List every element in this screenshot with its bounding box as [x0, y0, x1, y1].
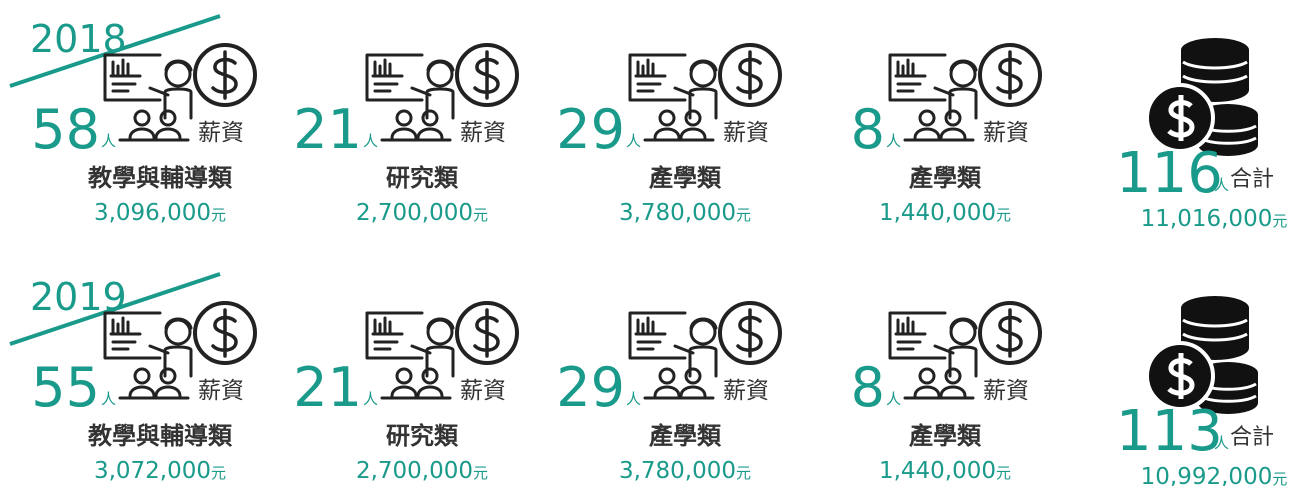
amount-currency: 元: [473, 206, 488, 224]
salary-label: 薪資: [983, 120, 1029, 146]
total-amount: 11,016,000元: [1141, 206, 1288, 232]
head-count: 29: [556, 356, 625, 419]
count-unit: 人: [363, 390, 378, 408]
year-row: 201858 人薪資教學與輔導類3,096,000元21 人薪資研究類2,700,0…: [9, 14, 1288, 232]
count-unit: 人: [101, 132, 116, 150]
salary-label: 薪資: [983, 378, 1029, 404]
amount-value: 2,700,000: [356, 200, 473, 226]
category: 教學與輔導類: [88, 164, 233, 192]
coins-icon: [1147, 38, 1258, 156]
total-amount-currency: 元: [1272, 212, 1287, 230]
category: 產學類: [909, 164, 982, 192]
amount: 3,780,000元: [619, 458, 751, 484]
count-unit: 人: [626, 390, 641, 408]
amount: 2,700,000元: [356, 458, 488, 484]
total-label: 合計: [1230, 167, 1274, 192]
total-amount-currency: 元: [1272, 470, 1287, 486]
total-amount-value: 10,992,000: [1141, 464, 1273, 486]
amount-currency: 元: [996, 464, 1011, 482]
amount-value: 3,096,000: [94, 200, 211, 226]
category: 產學類: [909, 422, 982, 450]
head-count: 21: [293, 98, 362, 161]
amount-currency: 元: [736, 464, 751, 482]
total-amount: 10,992,000元: [1141, 464, 1288, 486]
amount: 1,440,000元: [879, 458, 1011, 484]
amount-currency: 元: [996, 206, 1011, 224]
amount-currency: 元: [736, 206, 751, 224]
head-count: 58: [31, 98, 100, 161]
salary-label: 薪資: [460, 120, 506, 146]
salary-label: 薪資: [198, 378, 244, 404]
head-count: 29: [556, 98, 625, 161]
count-unit: 人: [626, 132, 641, 150]
count-unit: 人: [101, 390, 116, 408]
head-count: 55: [31, 356, 100, 419]
category: 研究類: [386, 422, 459, 450]
amount-value: 1,440,000: [879, 458, 996, 484]
total-count: 113: [1116, 399, 1223, 464]
category: 教學與輔導類: [88, 422, 233, 450]
coins-icon: [1147, 296, 1258, 414]
salary-label: 薪資: [460, 378, 506, 404]
amount-value: 2,700,000: [356, 458, 473, 484]
amount-value: 1,440,000: [879, 200, 996, 226]
amount: 2,700,000元: [356, 200, 488, 226]
total-label: 合計: [1230, 425, 1274, 450]
category: 產學類: [649, 422, 722, 450]
total-unit: 人: [1214, 434, 1229, 452]
total-count: 116: [1116, 141, 1223, 206]
year-slash: [9, 272, 221, 346]
year-row: 201955 人薪資教學與輔導類3,072,000元21 人薪資研究類2,700,0…: [9, 272, 1288, 486]
count-unit: 人: [886, 390, 901, 408]
salary-label: 薪資: [723, 378, 769, 404]
amount-value: 3,780,000: [619, 200, 736, 226]
amount: 1,440,000元: [879, 200, 1011, 226]
category: 研究類: [386, 164, 459, 192]
year-slash: [9, 14, 221, 88]
amount-value: 3,072,000: [94, 458, 211, 484]
count-unit: 人: [886, 132, 901, 150]
salary-label: 薪資: [198, 120, 244, 146]
head-count: 21: [293, 356, 362, 419]
head-count: 8: [851, 98, 885, 161]
category: 產學類: [649, 164, 722, 192]
amount-value: 3,780,000: [619, 458, 736, 484]
amount-currency: 元: [211, 464, 226, 482]
amount-currency: 元: [473, 464, 488, 482]
amount-currency: 元: [211, 206, 226, 224]
salary-label: 薪資: [723, 120, 769, 146]
total-amount-value: 11,016,000: [1141, 206, 1273, 232]
count-unit: 人: [363, 132, 378, 150]
amount: 3,780,000元: [619, 200, 751, 226]
amount: 3,072,000元: [94, 458, 226, 484]
amount: 3,096,000元: [94, 200, 226, 226]
total-unit: 人: [1214, 176, 1229, 194]
head-count: 8: [851, 356, 885, 419]
